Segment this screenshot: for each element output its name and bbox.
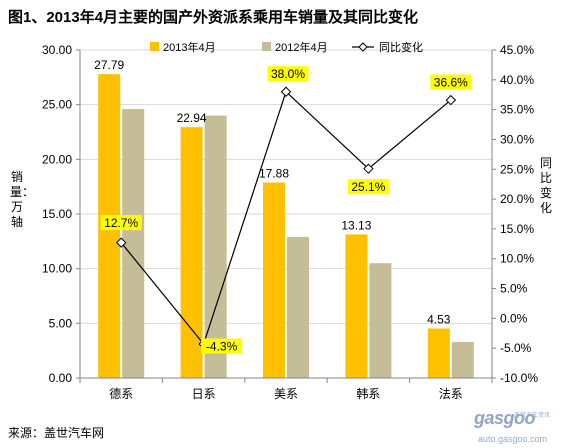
right-tick-label: 25.0% — [500, 162, 534, 176]
legend-label: 2013年4月 — [163, 40, 216, 54]
right-tick-label: 45.0% — [500, 43, 534, 57]
left-tick-label: 15.00 — [42, 207, 72, 221]
left-tick-label: 0.00 — [49, 371, 73, 385]
yoy-marker — [280, 86, 292, 97]
right-tick-label: 35.0% — [500, 103, 534, 117]
yoy-label-bg — [100, 215, 142, 231]
bar-value-label: 4.53 — [427, 312, 451, 326]
category-label: 美系 — [274, 387, 298, 401]
yoy-label-bg — [347, 179, 389, 195]
category-label: 韩系 — [356, 386, 380, 401]
yoy-value-label: 38.0% — [271, 67, 305, 81]
bar-2013 — [180, 127, 203, 378]
bar-2012 — [451, 341, 474, 378]
bar-value-label: 17.88 — [259, 167, 289, 181]
gridlines — [80, 49, 492, 324]
right-tick-label: 20.0% — [500, 192, 534, 206]
left-axis-ticks: 0.00 5.00 10.00 15.00 20.00 25.00 30.00 — [42, 43, 80, 385]
chart-title: 图1、2013年4月主要的国产外资派系乘用车销量及其同比变化 — [8, 9, 419, 26]
category-label: 法系 — [439, 387, 463, 401]
yoy-marker — [115, 237, 127, 248]
yoy-value-label: 36.6% — [434, 76, 468, 90]
bar-2012 — [122, 109, 145, 378]
left-tick-label: 10.00 — [42, 262, 72, 276]
bar-2013 — [427, 328, 450, 378]
right-tick-label: 0.0% — [500, 311, 528, 325]
bar-2012 — [287, 236, 309, 378]
yoy-value-label: 25.1% — [351, 180, 385, 194]
left-tick-label: 30.00 — [42, 43, 72, 57]
left-tick-label: 20.00 — [42, 152, 72, 166]
yoy-label-bg — [267, 66, 309, 82]
category-label: 日系 — [192, 387, 216, 401]
y-axis-label: 销量：万轴 — [10, 170, 35, 229]
y2-axis-label: 同比变化 — [539, 156, 552, 215]
legend-swatch — [150, 42, 159, 51]
right-tick-label: 10.0% — [500, 252, 534, 266]
yoy-value-label: 12.7% — [104, 216, 138, 230]
bar-value-label: 13.13 — [341, 218, 371, 232]
right-axis-ticks: -10.0% -5.0% 0.0% 5.0% 10.0% 15.0% 20.0% 25.0% 3… — [492, 43, 538, 385]
bar-value-label: 27.79 — [94, 58, 124, 72]
right-tick-label: -10.0% — [500, 371, 538, 385]
right-tick-label: 15.0% — [500, 222, 534, 236]
right-tick-label: 40.0% — [500, 73, 534, 87]
bar-2013 — [345, 234, 368, 378]
yoy-value-label: -4.3% — [206, 340, 238, 354]
bar-2012 — [204, 115, 227, 378]
yoy-label-bg — [430, 74, 472, 90]
yoy-marker — [445, 94, 457, 106]
bar-2012 — [369, 263, 392, 378]
right-tick-label: 5.0% — [500, 282, 528, 296]
bar-value-label: 22.94 — [177, 111, 207, 125]
yoy-change-line — [120, 90, 452, 346]
data-labels: 27.79 22.94 17.88 13.13 4.53 12.7% -4.3% 38.0% 2… — [94, 58, 472, 354]
line-series — [115, 86, 457, 350]
right-tick-label: 30.0% — [500, 132, 534, 146]
bar-2013 — [263, 182, 285, 378]
source-note: 来源：盖世汽车网 — [8, 426, 105, 440]
left-tick-label: 25.00 — [42, 98, 72, 112]
yoy-marker — [363, 163, 374, 174]
left-tick-label: 5.00 — [49, 316, 73, 330]
legend: 2013年4月 2012年4月 同比变化 — [150, 40, 423, 54]
category-labels: 德系 日系 美系 韩系 法系 — [79, 378, 493, 401]
legend-marker — [358, 42, 368, 52]
legend-label: 2012年4月 — [275, 40, 328, 54]
legend-label: 同比变化 — [379, 40, 423, 54]
gasgoo-watermark-logo: 盖世汽车资讯 gasgoo auto.gasgoo.com — [474, 408, 551, 444]
right-tick-label: -5.0% — [500, 341, 532, 355]
legend-swatch — [262, 42, 271, 51]
category-label: 德系 — [109, 386, 133, 401]
yoy-label-bg — [201, 338, 243, 354]
bar-series — [98, 74, 474, 379]
